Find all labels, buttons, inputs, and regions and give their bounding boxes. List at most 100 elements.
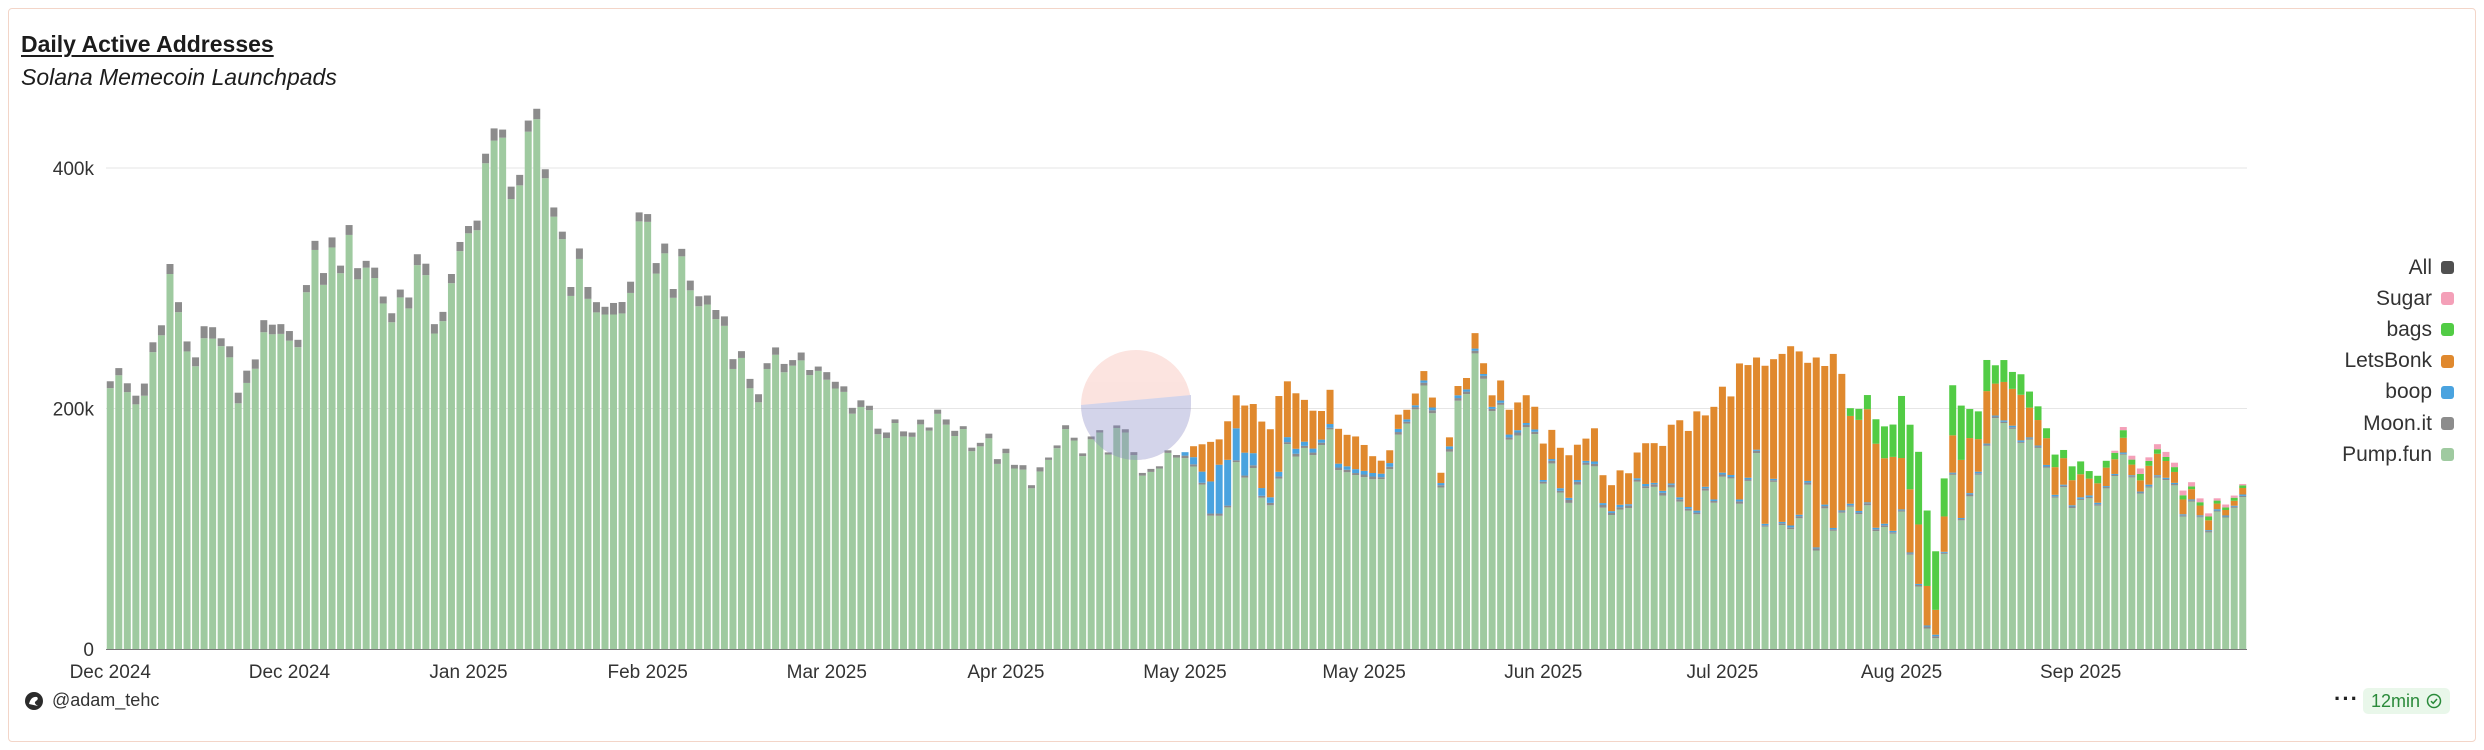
bar-moonit[interactable]: [1812, 548, 1820, 551]
bar-moonit[interactable]: [1292, 453, 1300, 457]
bar-moonit[interactable]: [712, 310, 720, 320]
bar-boop[interactable]: [1974, 471, 1982, 474]
bar-moonit[interactable]: [1027, 485, 1035, 489]
bar-bags[interactable]: [1889, 424, 1897, 457]
bar-pump[interactable]: [1249, 467, 1257, 649]
bar-pump[interactable]: [2060, 487, 2068, 649]
bar-bags[interactable]: [1991, 365, 1999, 384]
bar-pump[interactable]: [541, 178, 549, 649]
bar-pump[interactable]: [1002, 453, 1010, 649]
bar-moonit[interactable]: [1471, 350, 1479, 354]
bar-moonit[interactable]: [2171, 484, 2178, 486]
bar-letsbonk[interactable]: [1531, 406, 1539, 430]
bar-moonit[interactable]: [900, 431, 908, 437]
bar-letsbonk[interactable]: [2060, 458, 2068, 485]
bar-moonit[interactable]: [200, 326, 208, 339]
bar-letsbonk[interactable]: [1727, 396, 1735, 475]
bar-pump[interactable]: [490, 140, 498, 649]
bar-moonit[interactable]: [1821, 506, 1829, 509]
bar-letsbonk[interactable]: [1352, 436, 1360, 470]
bar-bags[interactable]: [2077, 461, 2085, 475]
bar-letsbonk[interactable]: [1428, 397, 1436, 408]
bar-pump[interactable]: [1454, 400, 1462, 649]
bar-pump[interactable]: [1292, 456, 1300, 649]
bar-moonit[interactable]: [1676, 499, 1684, 502]
bar-bags[interactable]: [2128, 459, 2136, 465]
bar-sugar[interactable]: [2205, 513, 2213, 517]
bar-moonit[interactable]: [524, 120, 532, 132]
bar-pump[interactable]: [166, 274, 174, 649]
bar-moonit[interactable]: [132, 395, 140, 405]
bar-moonit[interactable]: [865, 405, 873, 411]
bar-pump[interactable]: [251, 368, 259, 649]
bar-boop[interactable]: [1949, 472, 1957, 474]
bar-letsbonk[interactable]: [2068, 480, 2076, 506]
bar-pump[interactable]: [430, 333, 438, 649]
bar-pump[interactable]: [1514, 435, 1522, 649]
bar-pump[interactable]: [874, 434, 882, 649]
bar-moonit[interactable]: [1650, 484, 1658, 487]
bar-moonit[interactable]: [2043, 466, 2051, 468]
bar-moonit[interactable]: [1932, 636, 1940, 639]
bar-pump[interactable]: [1701, 490, 1709, 649]
bar-pump[interactable]: [1744, 480, 1752, 649]
bar-pump[interactable]: [712, 319, 720, 649]
bar-pump[interactable]: [1659, 495, 1667, 649]
bar-moonit[interactable]: [1906, 553, 1914, 555]
bar-boop[interactable]: [1855, 510, 1863, 513]
bar-pump[interactable]: [516, 185, 524, 650]
bar-letsbonk[interactable]: [1795, 351, 1803, 515]
bar-boop[interactable]: [1923, 625, 1931, 627]
bar-moonit[interactable]: [1829, 529, 1837, 531]
bar-boop[interactable]: [1642, 483, 1650, 487]
bar-moonit[interactable]: [1565, 499, 1573, 503]
bar-bags[interactable]: [1966, 409, 1974, 439]
legend-item[interactable]: Sugar: [2342, 283, 2454, 314]
bar-moonit[interactable]: [490, 128, 498, 141]
bar-boop[interactable]: [1318, 439, 1325, 443]
bar-moonit[interactable]: [243, 370, 251, 383]
bar-boop[interactable]: [2111, 473, 2119, 475]
bar-moonit[interactable]: [1804, 482, 1812, 485]
bar-pump[interactable]: [592, 312, 600, 649]
bar-pump[interactable]: [567, 295, 575, 649]
bar-moonit[interactable]: [772, 347, 780, 355]
bar-letsbonk[interactable]: [1318, 411, 1325, 440]
bar-moonit[interactable]: [1573, 481, 1581, 485]
bar-moonit[interactable]: [1684, 508, 1692, 511]
bar-letsbonk[interactable]: [2094, 483, 2102, 503]
bar-pump[interactable]: [1164, 452, 1172, 649]
bar-moonit[interactable]: [942, 419, 950, 425]
bar-boop[interactable]: [1778, 521, 1786, 524]
bar-moonit[interactable]: [1224, 505, 1232, 508]
bar-pump[interactable]: [925, 430, 933, 649]
bar-moonit[interactable]: [1778, 523, 1786, 526]
bar-sugar[interactable]: [2162, 451, 2170, 457]
bar-boop[interactable]: [1633, 478, 1641, 480]
bar-boop[interactable]: [1531, 429, 1539, 432]
bar-moonit[interactable]: [1633, 479, 1641, 482]
bar-boop[interactable]: [2196, 515, 2204, 517]
bar-pump[interactable]: [720, 325, 728, 649]
bar-letsbonk[interactable]: [1266, 429, 1274, 498]
bar-pump[interactable]: [422, 275, 430, 649]
bar-pump[interactable]: [1104, 454, 1112, 649]
bar-letsbonk[interactable]: [1411, 393, 1419, 406]
bar-pump[interactable]: [1147, 471, 1155, 649]
bar-boop[interactable]: [1770, 478, 1778, 481]
bar-letsbonk[interactable]: [1889, 456, 1897, 531]
bar-boop[interactable]: [1514, 430, 1522, 433]
bar-boop[interactable]: [1488, 406, 1496, 409]
bar-pump[interactable]: [1718, 476, 1726, 649]
bar-pump[interactable]: [1505, 439, 1513, 649]
bar-letsbonk[interactable]: [2213, 503, 2221, 510]
bar-moonit[interactable]: [1266, 502, 1274, 506]
bar-letsbonk[interactable]: [2077, 474, 2085, 498]
bar-boop[interactable]: [2230, 505, 2238, 507]
legend-item[interactable]: All: [2342, 252, 2454, 283]
bar-pump[interactable]: [388, 322, 396, 649]
bar-letsbonk[interactable]: [2222, 510, 2230, 516]
bar-letsbonk[interactable]: [1787, 346, 1795, 526]
bar-pump[interactable]: [1599, 507, 1607, 649]
bar-letsbonk[interactable]: [1676, 420, 1684, 498]
